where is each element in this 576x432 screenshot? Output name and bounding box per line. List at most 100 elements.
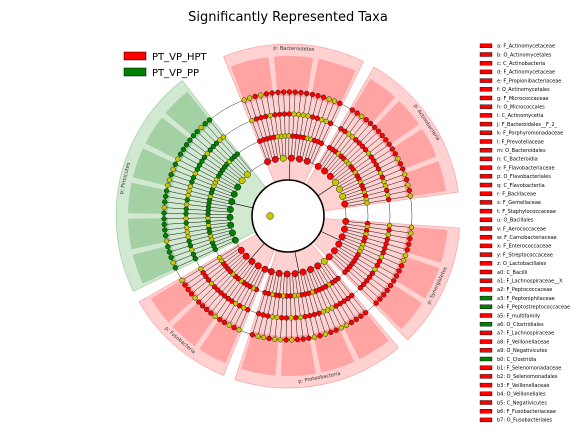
taxon-node bbox=[162, 199, 168, 205]
tree-branch bbox=[252, 271, 272, 335]
key-entry: a1: F_Lachnospiraceae__X bbox=[497, 279, 563, 285]
tree-branch bbox=[341, 239, 402, 267]
taxa-key-list: a: F_Actinomycetaceae b: O_Actinomycetale… bbox=[479, 43, 570, 424]
chart-legend: PT_VP_HPT PT_VP_PP bbox=[123, 51, 208, 79]
taxon-node bbox=[266, 335, 272, 342]
tree-branch bbox=[299, 94, 313, 160]
key-swatch bbox=[479, 121, 493, 127]
legend-swatch-hpt bbox=[123, 51, 147, 61]
taxon-node bbox=[321, 167, 328, 175]
clade-subsector-3-1 bbox=[312, 325, 355, 373]
taxon-node bbox=[345, 295, 351, 302]
key-swatch bbox=[479, 69, 493, 75]
taxon-node bbox=[283, 337, 289, 343]
key-swatch bbox=[479, 382, 493, 388]
taxon-node bbox=[215, 287, 221, 293]
taxon-node bbox=[343, 322, 350, 328]
tree-branch bbox=[171, 174, 234, 197]
tree-branch bbox=[184, 248, 240, 286]
tree-branch bbox=[322, 116, 362, 170]
taxon-node bbox=[316, 310, 322, 316]
taxon-node bbox=[234, 183, 242, 191]
tree-branch bbox=[320, 112, 358, 168]
taxon-node bbox=[166, 249, 172, 255]
taxon-node bbox=[185, 192, 191, 198]
taxon-node bbox=[281, 111, 288, 117]
taxon-node bbox=[237, 246, 245, 254]
tree-branch bbox=[224, 265, 259, 323]
taxon-node bbox=[373, 162, 379, 168]
taxon-node bbox=[381, 179, 387, 185]
taxon-node bbox=[314, 262, 322, 270]
taxon-node bbox=[260, 312, 266, 318]
taxon-node bbox=[217, 254, 223, 261]
clade-subsector-3-3 bbox=[241, 330, 279, 376]
taxon-node bbox=[199, 158, 205, 164]
tree-branch bbox=[271, 92, 281, 159]
taxon-node bbox=[218, 290, 224, 296]
taxon-node bbox=[387, 283, 394, 289]
taxon-node bbox=[314, 163, 322, 170]
key-entry: d: F_Actinomycetaceae bbox=[497, 70, 555, 76]
taxon-node bbox=[286, 89, 293, 95]
tree-branch bbox=[175, 163, 236, 192]
key-swatch bbox=[479, 234, 493, 240]
tree-branch bbox=[268, 273, 280, 339]
taxon-node bbox=[292, 89, 298, 95]
taxon-node bbox=[386, 227, 392, 233]
taxon-node bbox=[208, 310, 214, 316]
tree-branch bbox=[173, 237, 235, 263]
taxon-node bbox=[400, 166, 406, 172]
taxon-node bbox=[162, 193, 169, 199]
taxon-node bbox=[253, 116, 260, 122]
taxon-node bbox=[256, 311, 262, 317]
key-swatch bbox=[479, 43, 493, 48]
tree-branch bbox=[339, 158, 399, 190]
taxon-node bbox=[307, 313, 313, 319]
tree-branch bbox=[285, 273, 288, 340]
tree-branch bbox=[336, 148, 393, 185]
key-entry: a: F_Actinomycetaceae bbox=[497, 44, 555, 50]
tree-branch bbox=[183, 149, 240, 186]
key-entry: b: O_Actinomycetales bbox=[497, 52, 552, 58]
tree-branch bbox=[312, 268, 342, 329]
tree-branch bbox=[194, 254, 245, 299]
taxon-node bbox=[391, 278, 397, 284]
taxon-node bbox=[231, 236, 239, 244]
tree-branch bbox=[344, 229, 409, 245]
taxon-node bbox=[233, 300, 239, 307]
taxon-node bbox=[377, 296, 383, 302]
key-swatch bbox=[479, 87, 493, 92]
taxon-node bbox=[353, 316, 359, 323]
key-entry: v: F_Aerococcaceae bbox=[497, 226, 546, 232]
taxon-node bbox=[183, 142, 190, 148]
taxon-node bbox=[298, 90, 304, 96]
tree-branch bbox=[238, 269, 266, 331]
tree-branch bbox=[312, 103, 340, 164]
tree-branch bbox=[164, 217, 231, 220]
tree-branch bbox=[171, 235, 234, 258]
taxon-node bbox=[337, 100, 343, 106]
taxon-node bbox=[274, 314, 280, 321]
taxon-node bbox=[161, 210, 167, 216]
taxon-node bbox=[375, 166, 382, 172]
taxon-node bbox=[162, 227, 168, 233]
taxon-node bbox=[358, 313, 364, 319]
key-swatch bbox=[479, 113, 493, 118]
taxon-node bbox=[320, 257, 328, 265]
taxon-node bbox=[320, 94, 327, 100]
taxon-node bbox=[196, 299, 202, 305]
taxon-node bbox=[291, 111, 297, 117]
tree-branch bbox=[206, 259, 251, 310]
taxon-node bbox=[349, 134, 355, 140]
clade-subsector-2-0 bbox=[402, 226, 448, 263]
taxon-node bbox=[258, 115, 264, 121]
taxon-node bbox=[371, 158, 377, 164]
taxon-node bbox=[283, 315, 290, 321]
taxon-node bbox=[230, 190, 238, 198]
taxon-node bbox=[323, 118, 329, 125]
tree-branch bbox=[263, 272, 277, 338]
phylum-branch bbox=[294, 251, 300, 273]
taxon-node bbox=[384, 287, 390, 293]
key-swatch bbox=[479, 252, 493, 257]
